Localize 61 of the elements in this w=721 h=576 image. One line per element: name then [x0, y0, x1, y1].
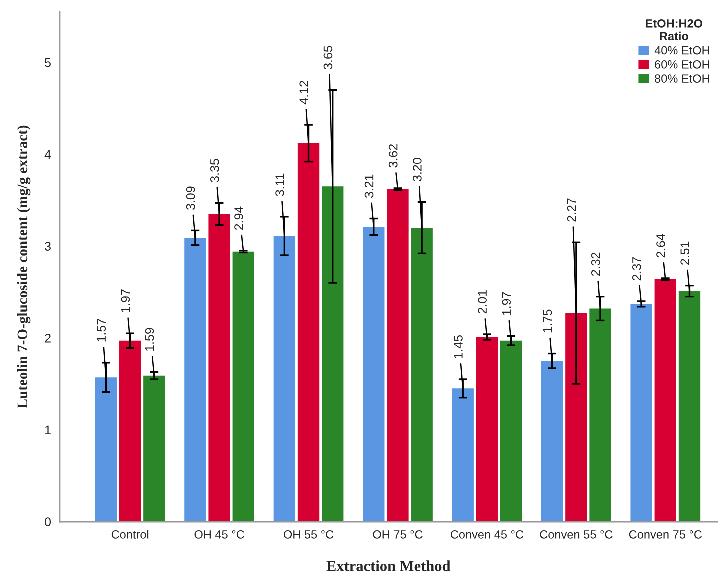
- bar: [452, 388, 474, 522]
- data-label: 2.51: [680, 242, 690, 265]
- data-label: 2.32: [591, 252, 600, 276]
- data-label: 2.94: [234, 206, 244, 230]
- bar: [363, 227, 385, 522]
- x-tick-label: Conven 55 °C: [540, 530, 613, 539]
- data-label: 1.57: [97, 319, 106, 342]
- x-tick-label: OH 55 °C: [284, 530, 334, 539]
- x-tick-label: Conven 45 °C: [450, 530, 524, 539]
- bar: [208, 214, 230, 522]
- bar: [184, 238, 206, 522]
- data-label: 3.62: [388, 144, 398, 168]
- y-tick-label: 5: [45, 58, 51, 68]
- data-label: 1.97: [502, 292, 512, 316]
- y-tick-label: 4: [44, 150, 52, 159]
- data-label: 1.59: [145, 328, 154, 351]
- y-tick-label: 0: [45, 518, 52, 527]
- bar: [654, 279, 676, 522]
- legend-label: 60% EtOH: [655, 60, 710, 69]
- data-label: 2.01: [478, 290, 487, 314]
- data-label: 3.20: [413, 158, 422, 182]
- y-tick-label: 1: [46, 426, 51, 435]
- y-tick-label: 2: [45, 334, 51, 343]
- data-label: 3.65: [324, 46, 333, 70]
- data-label: 2.64: [656, 234, 666, 258]
- bar: [566, 313, 588, 522]
- x-axis-title: Extraction Method: [326, 560, 451, 572]
- bar: [387, 189, 409, 522]
- data-label: 4.12: [300, 81, 308, 105]
- data-label: 3.21: [364, 174, 374, 198]
- bar: [476, 337, 498, 522]
- data-label: 3.09: [186, 186, 196, 210]
- bar: [119, 340, 142, 522]
- legend-title: EtOH:H2O Ratio: [646, 19, 703, 41]
- legend-label: 80% EtOH: [655, 74, 710, 83]
- bar: [590, 308, 612, 522]
- bar: [411, 228, 433, 522]
- bar: [630, 304, 652, 522]
- bar: [274, 236, 296, 522]
- bar: [500, 340, 522, 522]
- y-tick-label: 3: [45, 242, 51, 251]
- data-label: 1.45: [454, 335, 463, 358]
- data-label: 1.75: [543, 310, 552, 333]
- x-tick-label: OH 75 °C: [373, 530, 423, 539]
- bar: [95, 378, 118, 522]
- x-tick-label: OH 45 °C: [194, 530, 244, 539]
- data-label: 2.37: [632, 258, 642, 281]
- bar: [298, 143, 320, 522]
- bar: [678, 291, 701, 522]
- bar: [144, 376, 166, 522]
- bar: [322, 186, 344, 522]
- bar: [542, 361, 564, 522]
- y-axis-title: Luteolin 7-O-glucoside content (mg/g extract): [17, 126, 31, 408]
- legend-label: 40% EtOH: [654, 46, 710, 55]
- x-tick-label: Conven 75 °C: [629, 530, 702, 539]
- data-label: 1.97: [121, 290, 130, 312]
- bar: [232, 252, 254, 522]
- data-label: 3.35: [210, 159, 220, 182]
- data-label: 2.27: [567, 198, 576, 222]
- data-label: 3.11: [276, 174, 284, 196]
- x-tick-label: Control: [112, 530, 149, 539]
